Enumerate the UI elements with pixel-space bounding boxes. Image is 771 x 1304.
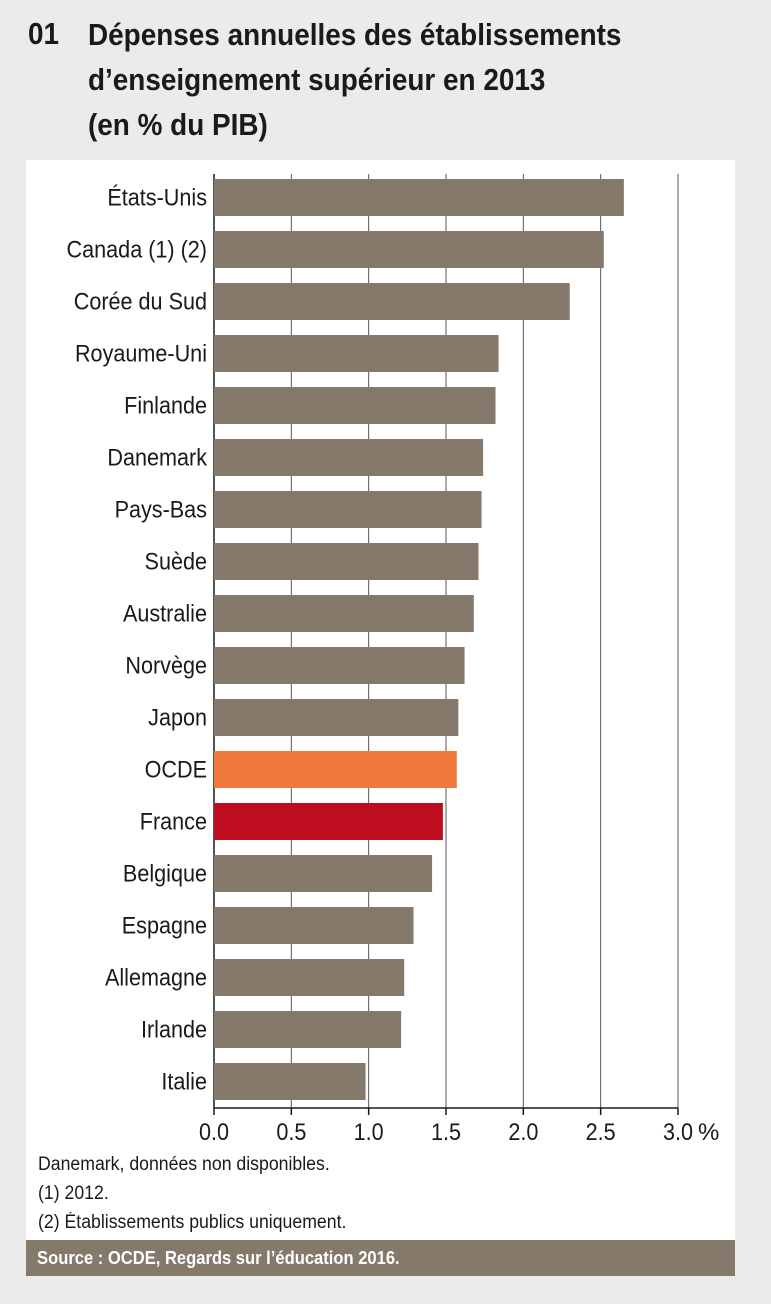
bar: [214, 1063, 366, 1100]
source-text: Source : OCDE, Regards sur l’éducation 2…: [37, 1248, 400, 1268]
bar: [214, 439, 484, 476]
bar: [214, 647, 465, 684]
figure-number: 01: [28, 16, 60, 51]
figure-header: 01 Dépenses annuelles des établissements…: [28, 12, 748, 147]
category-label: Espagne: [122, 911, 207, 938]
footnote-danemark: Danemark, données non disponibles.: [38, 1154, 330, 1175]
category-label: Italie: [161, 1067, 207, 1094]
bar: [214, 907, 414, 944]
x-tick-label: 3,0: [663, 1118, 693, 1140]
bar: [214, 491, 482, 528]
category-label: OCDE: [145, 755, 207, 782]
footnote-1: (1) 2012.: [38, 1183, 109, 1204]
bar: [214, 283, 570, 320]
x-tick-label: 1,5: [431, 1118, 461, 1140]
bar: [214, 335, 499, 372]
axis-unit: %: [698, 1119, 719, 1140]
bar: [214, 959, 405, 996]
x-tick-label: 2,5: [586, 1118, 616, 1140]
category-label: Allemagne: [105, 963, 207, 990]
bar: [214, 699, 459, 736]
category-label: Corée du Sud: [74, 287, 207, 314]
bar-chart: États-Unis Canada (1) (2) Corée du Sud Roya…: [67, 174, 719, 1140]
x-tick-label: 1,0: [354, 1118, 384, 1140]
bar: [214, 543, 479, 580]
category-label: Canada (1) (2): [67, 235, 207, 262]
bar: [214, 751, 457, 788]
bar: [214, 179, 624, 216]
category-label: Irlande: [141, 1015, 207, 1042]
category-label: Pays-Bas: [115, 495, 207, 522]
category-label: Belgique: [123, 859, 207, 886]
category-label: États-Unis: [107, 183, 207, 210]
category-label: Finlande: [124, 391, 207, 418]
category-label: Norvège: [125, 651, 207, 678]
bar: [214, 855, 433, 892]
bar: [214, 1011, 402, 1048]
bar: [214, 387, 496, 424]
category-label: Japon: [148, 703, 207, 730]
bar: [214, 231, 604, 268]
category-label: Royaume-Uni: [75, 339, 207, 366]
category-label: Australie: [123, 599, 207, 626]
figure-title: Dépenses annuelles des établissements d’…: [88, 17, 622, 142]
category-label: France: [140, 807, 207, 834]
chart-panel: États-Unis Canada (1) (2) Corée du Sud Roya…: [26, 160, 735, 1240]
footnotes: Danemark, données non disponibles. (1) 2…: [38, 1150, 370, 1237]
bar: [214, 595, 474, 632]
bar: [214, 803, 443, 840]
x-tick-label: 0,0: [199, 1118, 229, 1140]
category-label: Suède: [145, 547, 207, 574]
category-label: Danemark: [107, 443, 207, 470]
source-bar: Source : OCDE, Regards sur l’éducation 2…: [26, 1240, 735, 1276]
footnote-2: (2) Établissements publics uniquement.: [38, 1212, 347, 1233]
x-tick-label: 0,5: [276, 1118, 306, 1140]
x-tick-label: 2,0: [508, 1118, 538, 1140]
